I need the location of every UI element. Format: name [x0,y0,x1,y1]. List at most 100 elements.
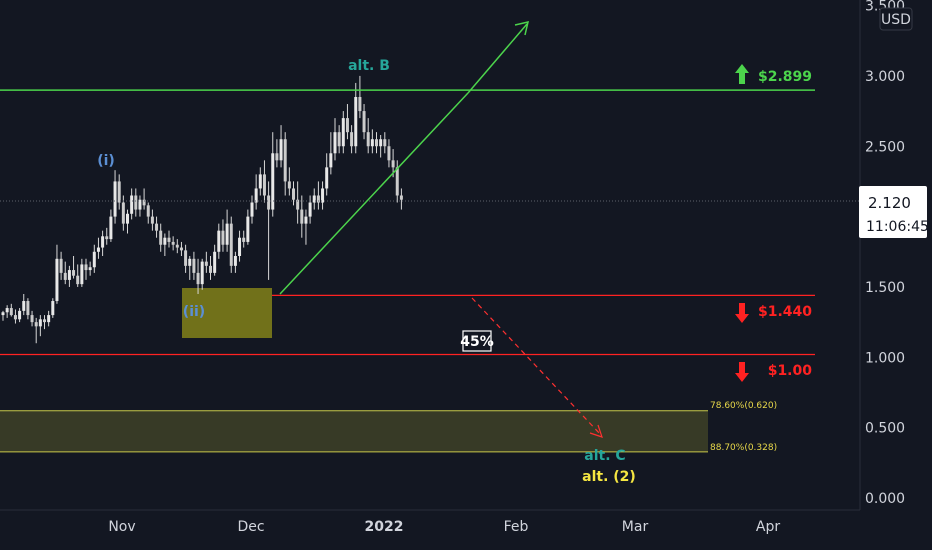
candle-body [246,216,250,242]
candle-body [26,301,30,316]
candle [279,125,283,168]
candle [333,118,337,161]
candle [238,230,242,262]
candle [126,209,129,234]
candle-body [142,199,146,206]
candle-body [379,139,383,147]
currency-label: USD [881,12,911,28]
candle-body [9,308,13,316]
candle [354,82,358,154]
candle-body [196,272,200,285]
candle [242,230,246,248]
candle-body [67,270,71,280]
candle-body [271,153,275,210]
candle-body [383,139,387,147]
candle-body [121,202,125,224]
candle-body [150,216,154,224]
candle [179,241,183,256]
candle-body [13,315,17,320]
candle-body [358,97,362,112]
candle [213,244,217,276]
candle-body [192,258,196,273]
projection-path [471,297,602,436]
candle [155,216,159,238]
currency-badge[interactable]: USD [879,7,913,31]
candle-body [387,146,391,161]
candle-body [233,255,237,266]
candle [287,167,291,196]
candle [30,310,34,327]
candle-body [105,236,109,240]
candle-body [304,216,308,224]
candle-body [362,111,366,133]
candle-body [109,216,113,240]
last-price-badge: 2.120 11:06:45 [859,186,929,238]
candle-body [283,139,287,182]
candle [229,216,233,273]
candle [59,251,63,280]
wave-label-ii: (ii) [183,304,205,320]
arrow-down-icon [735,362,749,382]
candle-body [375,139,378,147]
candle [387,139,391,168]
level-label-group: $2.899 [735,64,812,85]
candle-body [366,132,370,147]
candle [88,261,92,276]
candle-body [213,251,217,273]
fib-upper-label: 78.60%(0.620) [710,401,777,411]
candle [337,125,341,154]
wave-label-alt-2: alt. (2) [582,469,636,485]
drawings-layer [0,20,860,438]
candle [72,255,76,279]
candle-body [96,247,100,252]
trendline-support [279,92,469,295]
candle [316,181,320,210]
candle-body [18,310,22,320]
candle [80,258,84,287]
candle [96,237,100,259]
candle-body [204,261,208,266]
candle-body [59,258,63,273]
candle [5,305,9,318]
level-label: $2.899 [758,69,812,85]
candle [395,160,399,203]
candle [370,129,374,154]
candle [109,209,113,242]
candle-body [34,322,38,327]
zones-layer [0,288,708,453]
candle-body [171,241,175,245]
candle-body [267,195,271,210]
x-axis[interactable]: Nov Dec 2022 Feb Mar Apr [108,519,780,535]
projection-arrow-head [589,424,603,438]
candle [383,132,387,154]
candle [217,223,221,259]
candle-body [80,264,84,285]
candle-body [221,230,225,245]
candles-layer [1,75,403,344]
candle [225,209,229,252]
y-tick-label: 1.000 [865,350,905,366]
candle-body [126,213,129,224]
candle [9,303,13,317]
wave-label-alt-b: alt. B [348,58,390,74]
candle [113,170,117,224]
candle-body [296,199,300,210]
candle-body [341,118,345,147]
candle [262,160,266,203]
candle [134,188,138,217]
last-price-value: 2.120 [868,194,911,212]
candle [84,258,88,280]
candle-body [163,237,167,245]
labels-layer: (i) (ii) alt. B alt. C alt. (2) 78.60%(0.620)… [97,58,812,485]
candle-body [337,132,341,147]
candle [254,174,258,210]
candle-body [113,181,117,217]
candle-body [225,223,229,245]
candle [51,298,55,318]
candle-body [391,160,395,168]
candle-body [134,195,138,210]
candle [283,132,287,196]
wave-label-i: (i) [97,153,115,169]
candle-body [38,319,42,327]
